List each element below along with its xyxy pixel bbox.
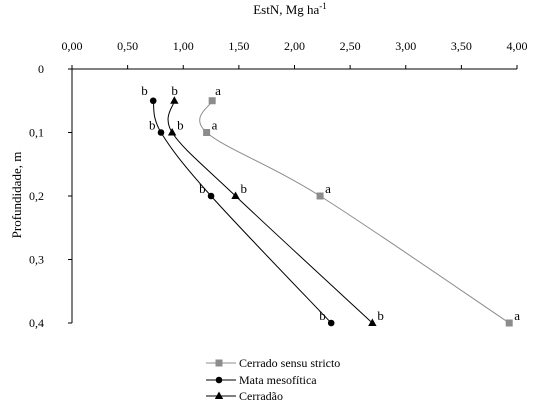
data-point [505,319,513,327]
legend-marker [214,391,224,399]
series-layer: a a a a b b b b b b b b [141,83,520,327]
series-1: b b b b [141,83,335,327]
legend-label: Cerradão [239,389,283,402]
legend: Cerrado sensu stricto Mata mesofítica Cerr… [206,356,340,402]
data-point [149,97,157,105]
data-point [207,192,215,200]
data-point [231,191,240,199]
x-tick-label: 1,50 [228,39,249,53]
data-label: b [171,83,178,98]
x-tick-label: 3,50 [451,39,472,53]
x-tick-label: 0,00 [62,39,83,53]
x-tick-label: 0,50 [117,39,138,53]
series-0: a a a a [199,83,520,327]
data-point [208,97,216,105]
data-point [327,319,335,327]
data-point [203,129,211,136]
data-label: a [215,83,221,98]
y-tick-label: 0,2 [29,189,44,203]
data-point [167,128,177,136]
y-axis-title: Profundidade, m [9,152,24,239]
data-label: a [212,118,218,133]
x-tick-label: 2,00 [284,39,305,53]
data-label: b [141,83,148,98]
data-label: b [199,181,206,196]
x-tick-label: 3,00 [395,39,416,53]
x-ticks: 0,00 0,50 1,00 1,50 2,00 2,50 3,00 3,50 4,00 [62,39,528,69]
series-2: b b b b [167,83,384,326]
legend-marker [215,359,223,367]
x-tick-label: 2,50 [340,39,361,53]
data-label: a [514,308,520,323]
series-line [152,100,332,324]
data-label: b [177,118,184,133]
data-point [368,318,377,326]
data-label: a [325,181,331,196]
series-line [199,100,510,324]
data-label: b [241,181,248,196]
y-tick-label: 0 [38,62,44,76]
data-label: b [377,308,384,323]
data-point [316,192,324,200]
legend-label: Cerrado sensu stricto [239,356,340,370]
x-tick-label: 1,00 [173,39,194,53]
data-label: b [149,118,156,133]
y-tick-label: 0,3 [29,253,44,267]
y-tick-label: 0,4 [29,316,44,330]
data-label: b [319,308,326,323]
legend-label: Mata mesofítica [239,373,317,387]
y-ticks: 0 0,1 0,2 0,3 0,4 [29,62,72,330]
x-axis-title: EstN, Mg ha-1 [253,1,327,17]
data-point [170,96,179,104]
series-line [167,100,373,324]
y-tick-label: 0,1 [29,126,44,140]
legend-marker [215,376,223,384]
x-tick-label: 4,00 [507,39,528,53]
data-point [157,129,165,136]
